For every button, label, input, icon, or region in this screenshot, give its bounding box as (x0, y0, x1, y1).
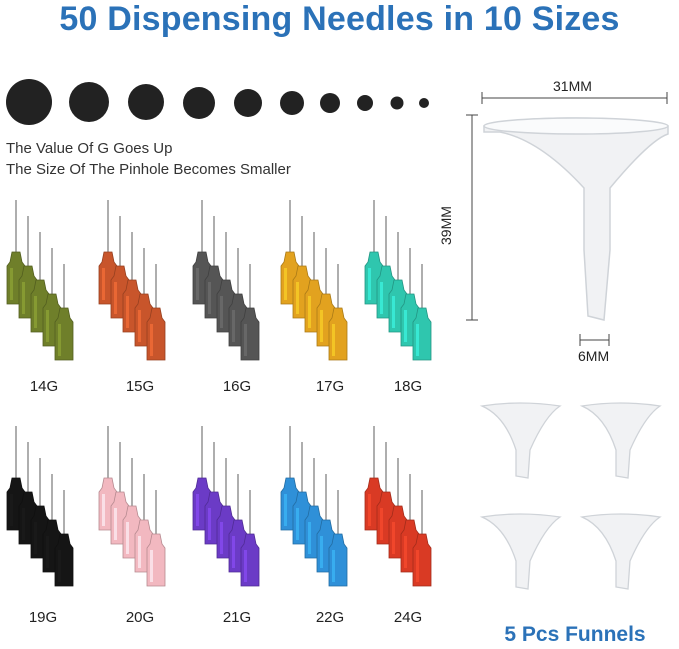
pinhole-dot (280, 91, 304, 115)
needle-cluster-15G (98, 200, 166, 361)
needle-hub-highlight (416, 324, 419, 356)
pinhole-dot (69, 82, 109, 122)
needle-hub-highlight (46, 310, 49, 342)
funnel-width-dim: 31MM (553, 78, 592, 94)
needle-hub-highlight (404, 536, 407, 568)
needle-hub-highlight (332, 324, 335, 356)
pinhole-dot (183, 87, 215, 119)
needle-hub-highlight (138, 536, 141, 568)
needle-hub-highlight (392, 522, 395, 554)
needle-hub-highlight (368, 268, 371, 300)
needle-hub-highlight (380, 508, 383, 540)
needle-hub-highlight (22, 508, 25, 540)
needle-hub-highlight (320, 310, 323, 342)
needle-hub-highlight (138, 310, 141, 342)
needle-hub-highlight (22, 282, 25, 314)
needle-hub-highlight (58, 550, 61, 582)
needle-hub-highlight (150, 550, 153, 582)
needle-hub-highlight (308, 522, 311, 554)
needle-hub-highlight (232, 536, 235, 568)
needle-label: 18G (393, 378, 423, 395)
funnel-large (483, 117, 669, 321)
product-title: 50 Dispensing Needles in 10 Sizes (59, 0, 620, 38)
caption-gauge: The Value Of G Goes Up (6, 140, 173, 157)
needle-hub-highlight (296, 282, 299, 314)
needle-hub-highlight (196, 494, 199, 526)
needle-cluster-22G (280, 426, 348, 587)
needle-hub-highlight (296, 508, 299, 540)
needle-hub-highlight (126, 522, 129, 554)
needle-hub-highlight (150, 324, 153, 356)
needle-hub-highlight (220, 522, 223, 554)
pinhole-dot (234, 89, 262, 117)
needle-cluster-20G (98, 426, 166, 587)
needle-label: 24G (393, 609, 423, 626)
needle-label: 22G (315, 609, 345, 626)
funnel-tip-dim: 6MM (578, 348, 610, 364)
pinhole-dot (390, 96, 404, 110)
caption-pinhole: The Size Of The Pinhole Becomes Smaller (6, 161, 291, 178)
needle-hub-highlight (114, 282, 117, 314)
needle-hub-highlight (10, 268, 13, 300)
needle-hub-highlight (10, 494, 13, 526)
needle-cluster-14G (6, 200, 74, 361)
needle-hub-highlight (220, 296, 223, 328)
needle-hub-highlight (126, 296, 129, 328)
needle-hub-highlight (232, 310, 235, 342)
needle-hub-highlight (208, 282, 211, 314)
needle-label: 20G (125, 609, 155, 626)
needle-label: 15G (125, 378, 155, 395)
small-funnels (479, 402, 662, 590)
needle-hub-highlight (58, 324, 61, 356)
pinhole-dot (128, 84, 164, 120)
needle-hub-highlight (368, 494, 371, 526)
needle-hub-highlight (114, 508, 117, 540)
needle-cluster-24G (364, 426, 432, 587)
needle-hub-highlight (308, 296, 311, 328)
needle-hub-highlight (34, 522, 37, 554)
needle-cluster-19G (6, 426, 74, 587)
needle-hub-highlight (284, 268, 287, 300)
needle-hub-highlight (102, 494, 105, 526)
needle-label: 21G (222, 609, 252, 626)
needle-label: 19G (28, 609, 58, 626)
needle-cluster-18G (364, 200, 432, 361)
needle-hub-highlight (196, 268, 199, 300)
needle-hub-highlight (380, 282, 383, 314)
needle-label: 17G (315, 378, 345, 395)
needle-cluster-17G (280, 200, 348, 361)
pinhole-dot (357, 95, 373, 111)
needle-hub-highlight (332, 550, 335, 582)
needle-label: 14G (29, 378, 59, 395)
needle-hub-highlight (244, 324, 247, 356)
needle-hub-highlight (320, 536, 323, 568)
pinhole-dot (419, 98, 429, 108)
funnels-count-label: 5 Pcs Funnels (504, 623, 646, 646)
pinhole-dot (320, 93, 340, 113)
needle-cluster-16G (192, 200, 260, 361)
funnel-height-dim: 39MM (438, 206, 454, 245)
needle-hub-highlight (208, 508, 211, 540)
needle-hub-highlight (392, 296, 395, 328)
needle-hub-highlight (102, 268, 105, 300)
needle-cluster-21G (192, 426, 260, 587)
needle-hub-highlight (244, 550, 247, 582)
needle-hub-highlight (416, 550, 419, 582)
needle-hub-highlight (46, 536, 49, 568)
needle-hub-highlight (284, 494, 287, 526)
needle-hub-highlight (404, 310, 407, 342)
needle-label: 16G (222, 378, 252, 395)
pinhole-dot (6, 79, 52, 125)
needle-hub-highlight (34, 296, 37, 328)
